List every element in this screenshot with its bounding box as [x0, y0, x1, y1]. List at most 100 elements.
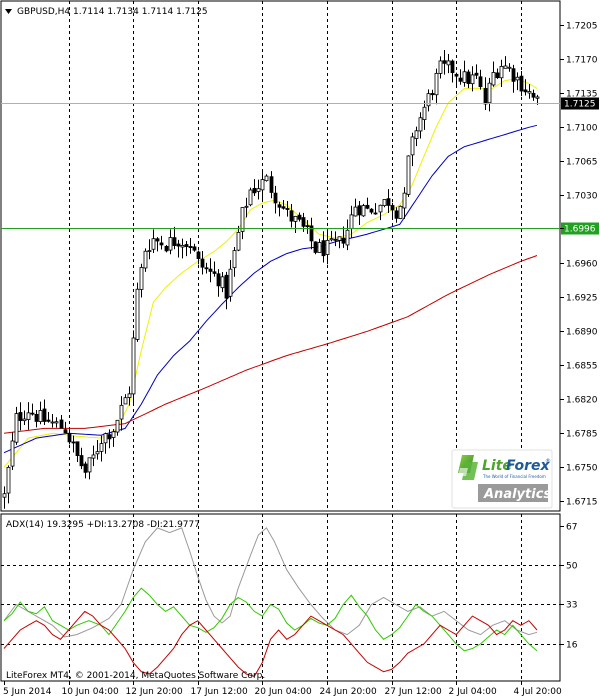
- adx-y-axis: 67 50 33 16: [560, 523, 578, 651]
- candle: [487, 77, 492, 112]
- candle: [426, 89, 431, 112]
- candle: [204, 262, 209, 274]
- time-tick-label: 12 Jun 20:00: [126, 687, 183, 697]
- candle: [252, 179, 257, 196]
- candles: [2, 49, 540, 509]
- candle: [503, 56, 508, 69]
- candle: [434, 68, 439, 105]
- candle: [373, 203, 378, 215]
- candle: [329, 230, 334, 242]
- candle: [26, 402, 31, 430]
- candle: [410, 132, 415, 167]
- candle: [168, 229, 173, 255]
- candle: [240, 207, 245, 240]
- candle: [63, 421, 68, 434]
- candle: [305, 220, 310, 234]
- adx-series-line: [3, 527, 538, 638]
- candle: [523, 79, 528, 96]
- candle: [103, 432, 108, 454]
- candle: [71, 435, 76, 453]
- candle: [196, 250, 201, 265]
- candle: [285, 201, 290, 217]
- candle: [382, 199, 387, 208]
- candle: [491, 61, 496, 87]
- candle: [2, 486, 7, 509]
- candle: [176, 239, 181, 258]
- candle: [394, 207, 399, 223]
- adx-series-line: [3, 610, 538, 677]
- price-tick-label: 1.7205: [566, 22, 598, 32]
- candle: [212, 261, 217, 277]
- candle: [224, 271, 229, 310]
- candle: [59, 414, 64, 429]
- candle: [42, 399, 47, 426]
- price-tick-label: 1.6820: [566, 396, 598, 406]
- candle: [159, 235, 164, 250]
- price-tick-label: 1.7030: [566, 192, 598, 202]
- time-tick-label: 24 Jun 20:00: [320, 687, 377, 697]
- candle: [99, 435, 104, 462]
- copyright-text: LiteForex MT4, © 2001-2014, MetaQuotes S…: [6, 671, 265, 681]
- candle: [337, 236, 342, 249]
- candle: [34, 409, 39, 428]
- candle: [365, 197, 370, 210]
- candle: [313, 241, 318, 255]
- candle: [341, 226, 346, 248]
- support-level-label: 1.6996: [564, 225, 596, 235]
- candle: [422, 100, 427, 130]
- candle: [87, 457, 92, 480]
- candle: [527, 84, 532, 99]
- moving-average-line: [3, 255, 538, 434]
- candle: [458, 69, 463, 85]
- candle: [450, 59, 455, 83]
- candle: [131, 330, 136, 405]
- candle: [345, 219, 350, 251]
- candle: [495, 68, 500, 79]
- price-tick-label: 1.6750: [566, 464, 598, 474]
- candle: [269, 171, 274, 199]
- candle: [228, 260, 233, 302]
- current-price-label: 1.7125: [564, 100, 596, 110]
- chart-header: GBPUSD,H4 1.7114 1.7134 1.7114 1.7125: [17, 7, 208, 17]
- candle: [317, 238, 322, 253]
- time-tick-label: 17 Jun 12:00: [191, 687, 248, 697]
- candle: [442, 49, 447, 75]
- candle: [462, 60, 467, 87]
- time-tick-label: 4 Jul 20:00: [514, 687, 563, 697]
- candle: [151, 229, 156, 253]
- candle: [454, 72, 459, 86]
- candle: [50, 413, 55, 428]
- candle: [361, 203, 366, 217]
- candle: [123, 394, 128, 405]
- candle: [277, 201, 282, 217]
- price-tick-label: 1.6715: [566, 498, 598, 508]
- adx-panel: [0, 513, 561, 682]
- candle: [107, 429, 112, 449]
- candle: [353, 198, 358, 217]
- candle: [478, 69, 483, 90]
- candle: [192, 243, 197, 252]
- candle: [10, 432, 15, 471]
- time-tick-label: 10 Jun 04:00: [62, 687, 119, 697]
- current-price-tag: [561, 97, 599, 110]
- candle: [220, 271, 225, 293]
- candle: [18, 402, 23, 431]
- candle: [414, 126, 419, 147]
- candle: [155, 237, 160, 252]
- candle: [474, 64, 479, 79]
- candle: [248, 187, 253, 207]
- adx-tick-label: 16: [566, 641, 578, 651]
- dropdown-triangle-icon[interactable]: [5, 9, 12, 14]
- candle: [180, 238, 185, 259]
- logo-analytics: Analytics: [483, 487, 551, 502]
- candle: [46, 411, 51, 423]
- candle: [309, 217, 314, 250]
- candle: [256, 179, 261, 200]
- candle: [119, 396, 124, 431]
- candle: [208, 258, 213, 283]
- liteforex-logo: Lite Forex ® The World of Financial Free…: [451, 449, 553, 509]
- candle: [260, 169, 265, 200]
- candle: [466, 69, 471, 89]
- candle: [172, 226, 177, 250]
- price-tick-label: 1.6960: [566, 260, 598, 270]
